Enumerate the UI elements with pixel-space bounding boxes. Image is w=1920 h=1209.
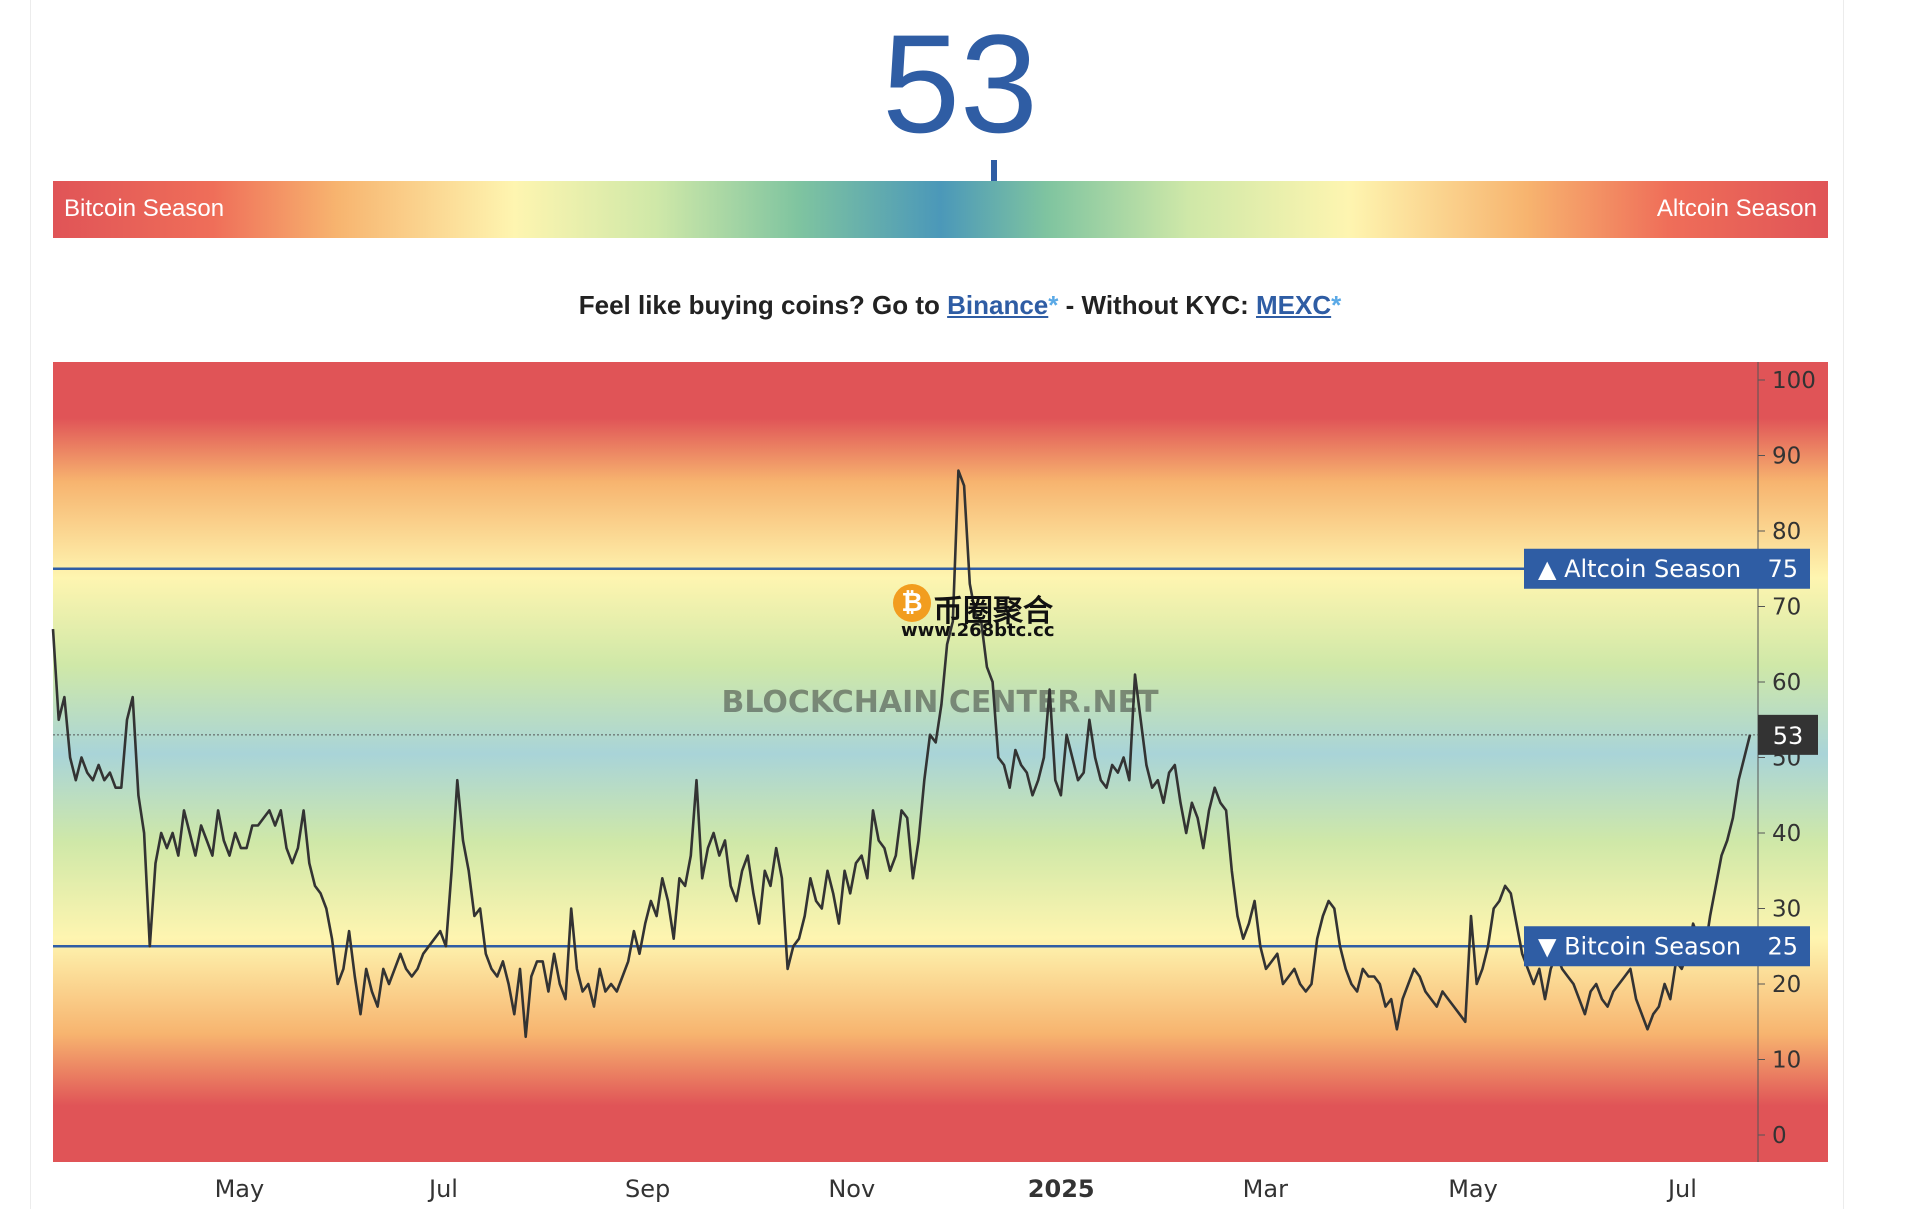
watermark-cn-text: 币圈聚合: [933, 594, 1053, 629]
gauge-label-altcoin: Altcoin Season: [1656, 195, 1817, 222]
x-tick-label: May: [1448, 1175, 1498, 1203]
x-tick-label: Mar: [1243, 1175, 1288, 1203]
reference-tag-0: [1524, 548, 1810, 589]
series-line: [51, 469, 1752, 1039]
y-tick-label: 30: [1772, 897, 1801, 923]
reference-tag-label: ▼ Bitcoin Season: [1538, 932, 1741, 960]
x-tick-label: May: [215, 1175, 265, 1203]
reference-tag-value: 75: [1767, 555, 1798, 583]
season-gauge: Bitcoin Season Altcoin Season: [53, 181, 1828, 238]
x-tick-label: Sep: [625, 1175, 670, 1203]
y-tick-label: 0: [1772, 1123, 1787, 1149]
y-tick-label: 20: [1772, 972, 1801, 998]
y-tick-label: 60: [1772, 670, 1801, 696]
gauge-label-bitcoin: Bitcoin Season: [64, 195, 225, 222]
y-tick-label: 40: [1772, 821, 1801, 847]
reference-tag-label: ▲ Altcoin Season: [1538, 555, 1741, 583]
y-tick-label: 100: [1772, 368, 1816, 394]
x-tick-label: Nov: [828, 1175, 875, 1203]
y-tick-label: 80: [1772, 519, 1801, 545]
binance-star: *: [1048, 290, 1059, 320]
y-tick-label: 70: [1772, 595, 1801, 621]
watermark-overlay: ₿ 币圈聚合 www.268btc.cc: [893, 584, 1063, 641]
current-value-tag: [1758, 714, 1818, 755]
reference-tag-value: 25: [1767, 932, 1798, 960]
x-tick-label: Jul: [427, 1175, 458, 1203]
reference-tag-1: [1524, 926, 1810, 967]
current-value-tag-label: 53: [1773, 722, 1804, 750]
promo-middle: - Without KYC:: [1058, 290, 1257, 320]
x-tick-label: Jul: [1666, 1175, 1697, 1203]
y-tick-label: 10: [1772, 1048, 1801, 1074]
bitcoin-coin-icon: ₿: [893, 584, 931, 622]
promo-prefix: Feel like buying coins? Go to: [578, 290, 948, 320]
mexc-link[interactable]: MEXC: [1256, 290, 1332, 320]
binance-link[interactable]: Binance: [947, 290, 1049, 320]
index-value: 53: [882, 5, 1038, 162]
mexc-star: *: [1331, 290, 1342, 320]
promo-line: Feel like buying coins? Go to Binance* -…: [0, 290, 1920, 321]
plot-background: [53, 362, 1828, 1162]
y-tick-label: 90: [1772, 444, 1801, 470]
watermark-url-text: www.268btc.cc: [901, 620, 1055, 641]
x-tick-label: 2025: [1028, 1175, 1095, 1203]
